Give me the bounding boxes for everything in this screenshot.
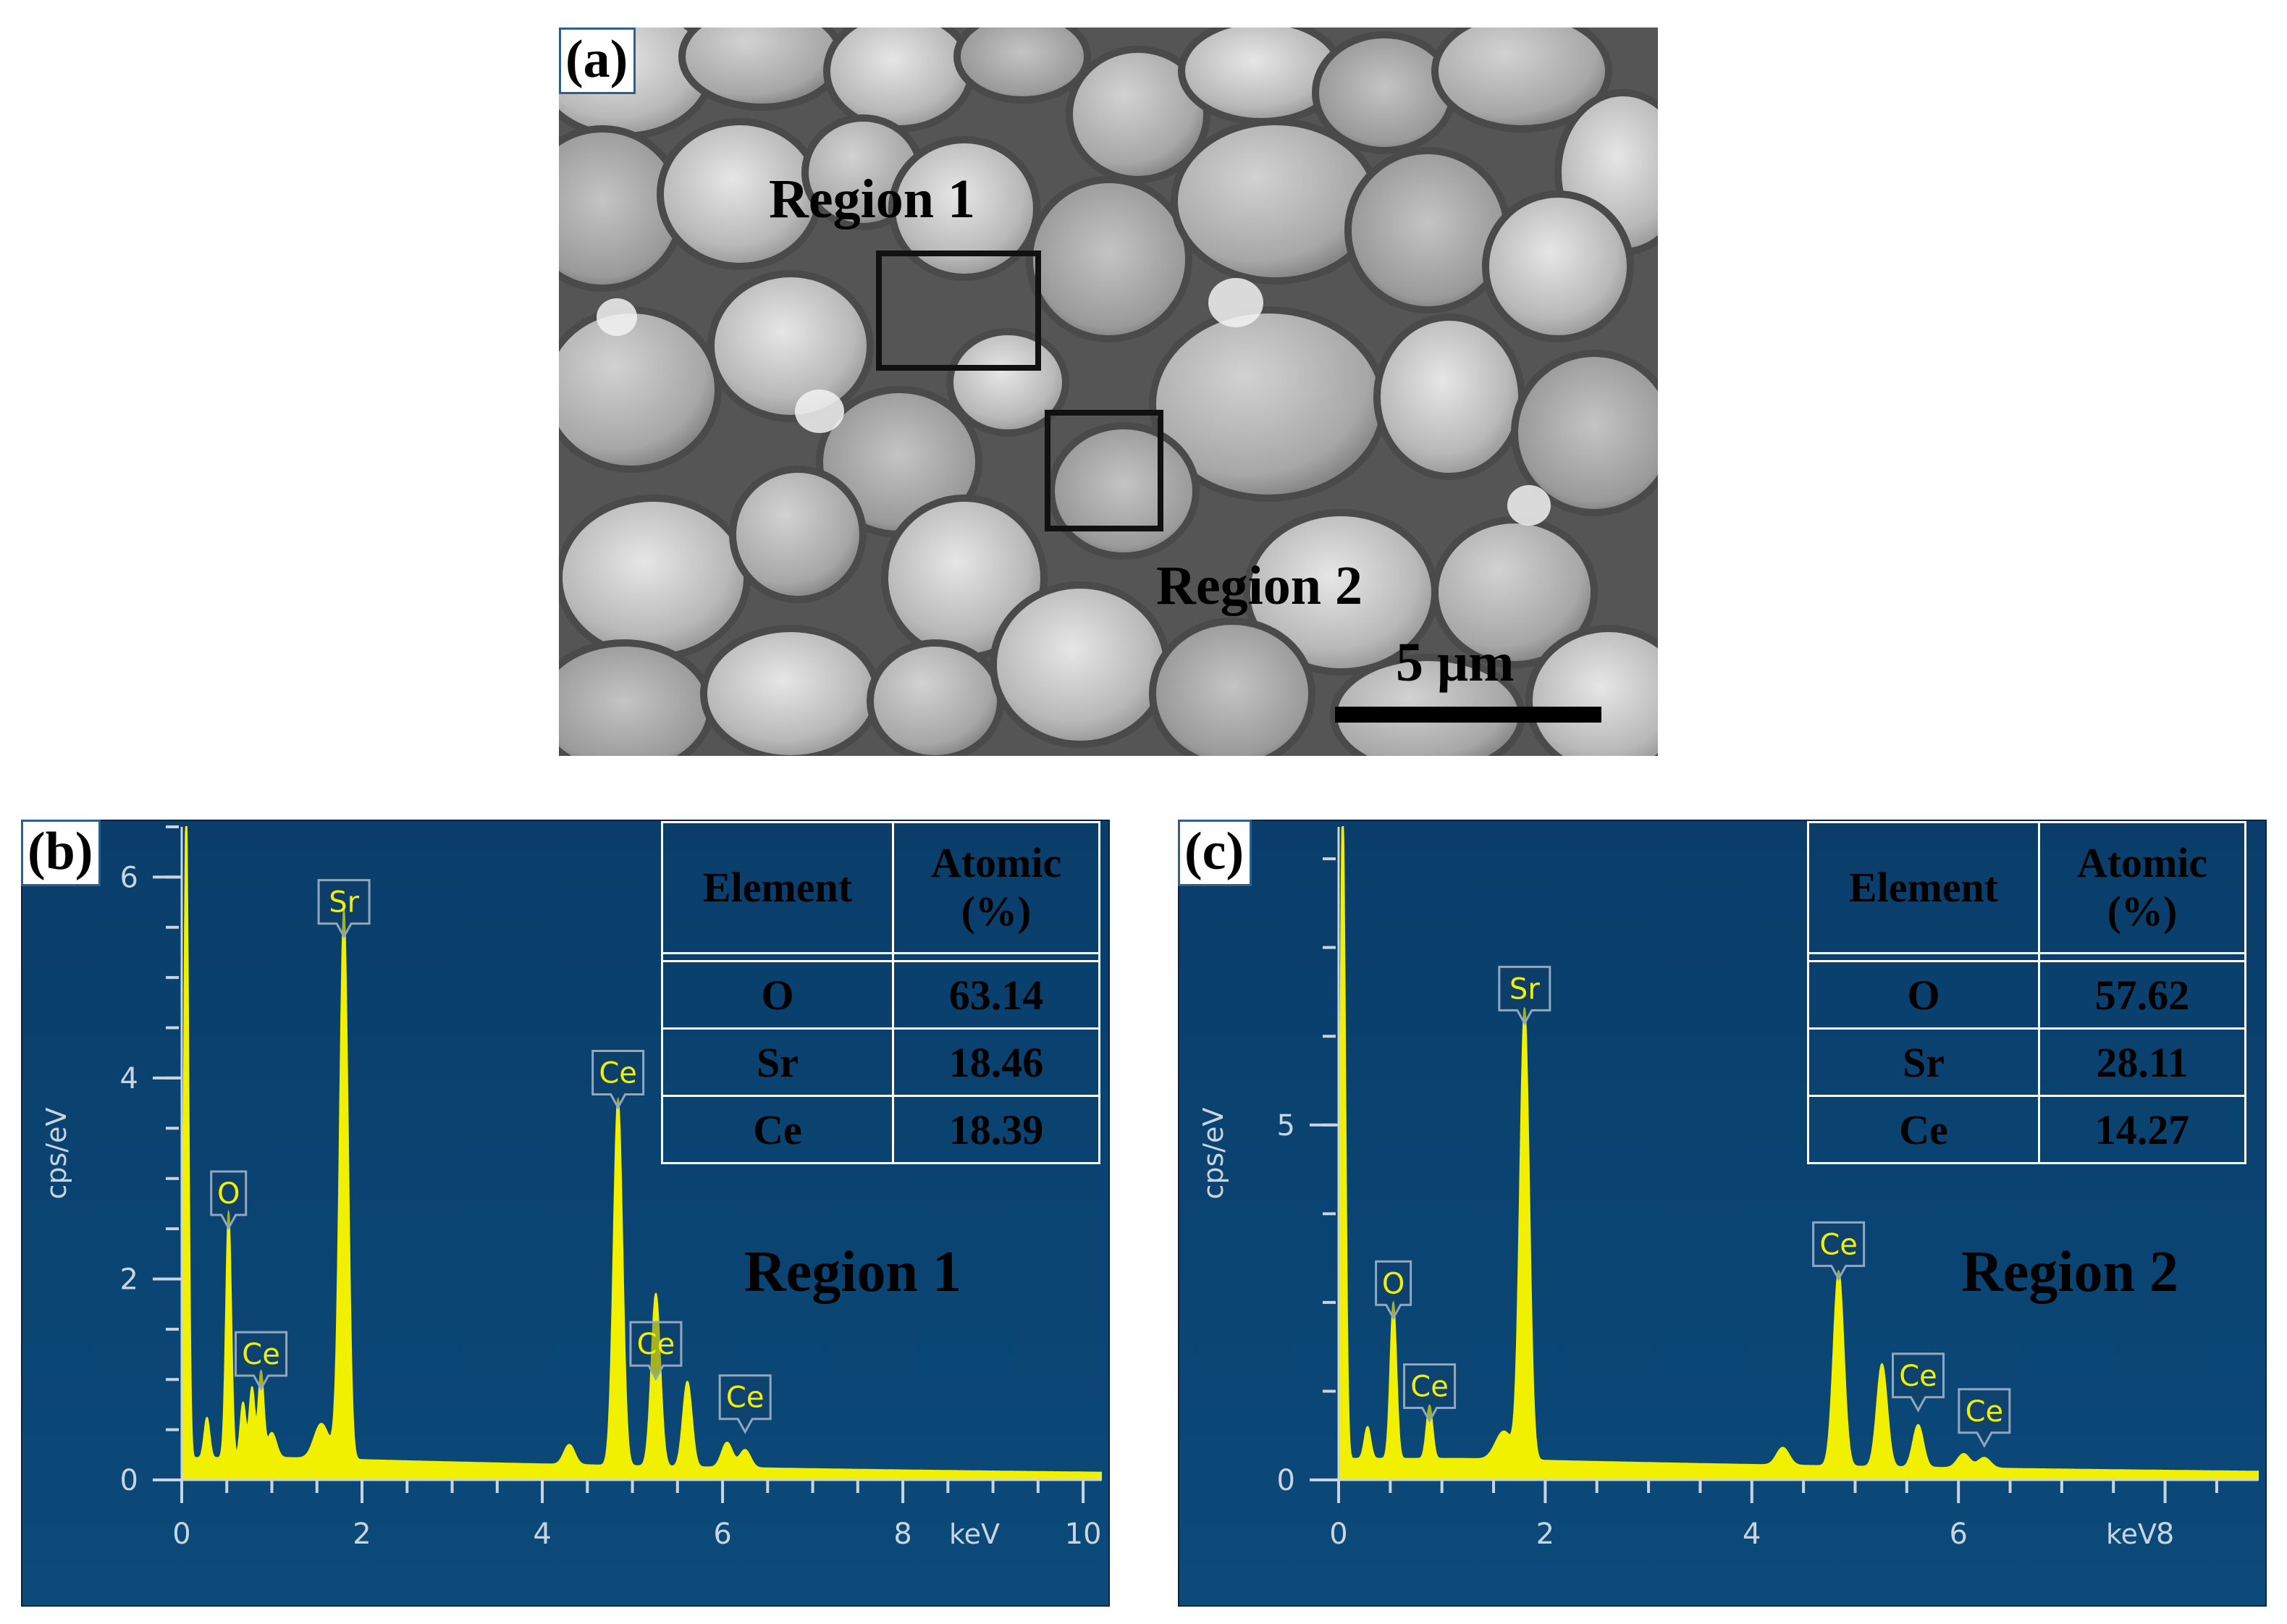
x-tick-label: 4: [533, 1518, 551, 1551]
peak-label-ce: Ce: [599, 1056, 637, 1090]
peak-label-box: [1375, 1260, 1412, 1321]
y-axis-label: cps/eV: [1197, 1108, 1229, 1200]
region-1-box: [876, 251, 1041, 371]
scale-bar-label: 5 μm: [1396, 632, 1515, 693]
peak-label-box: [210, 1170, 248, 1231]
peak-label-box: [1892, 1352, 1945, 1413]
spectrum-series: [181, 826, 1102, 1481]
atomic-composition-table-region-2: Element Atomic (%) O 57.62 Sr 28.11 Ce 1…: [1807, 821, 2246, 1164]
peak-label-sr: Sr: [1509, 972, 1540, 1006]
eds-spectrum-region-1: 0 2 4 6 0 2 4 6 8 10 keV cps/eV O Ce Sr Ce Ce Ce Element …: [21, 820, 1110, 1607]
table-cell-atomic: 63.14: [892, 960, 1100, 1030]
y-tick-label: 2: [120, 1263, 138, 1296]
scale-bar: [1335, 707, 1601, 723]
table-cell-atomic: 57.62: [2038, 960, 2246, 1030]
peak-label-ce: Ce: [726, 1381, 765, 1415]
y-tick-label: 0: [120, 1464, 138, 1497]
peak-label-ce: Ce: [1819, 1228, 1858, 1261]
table-cell-element: O: [1807, 960, 2040, 1030]
x-tick-label: 8: [893, 1518, 911, 1551]
panel-c-label: (c): [1178, 820, 1252, 886]
y-axis-label: cps/eV: [41, 1108, 72, 1200]
table-cell-element: Sr: [661, 1027, 894, 1097]
x-tick-label: 0: [1329, 1518, 1347, 1551]
atomic-composition-table-region-1: Element Atomic (%) O 63.14 Sr 18.46 Ce 1…: [661, 821, 1100, 1164]
eds-spectrum-region-2: 0 5 0 2 4 6 8 keV cps/eV O Ce Sr Ce Ce Ce Element Atom…: [1178, 820, 2267, 1607]
y-tick-label: 6: [120, 861, 138, 894]
table-header-atomic: Atomic (%): [892, 821, 1100, 954]
spectrum-region-label: Region 1: [744, 1240, 961, 1304]
panel-a-label: (a): [559, 28, 636, 94]
peak-label-box: [1812, 1221, 1866, 1282]
panel-b-label: (b): [21, 820, 101, 886]
table-cell-element: Ce: [661, 1095, 894, 1164]
peak-label-ce: Ce: [1410, 1370, 1449, 1403]
region-1-label: Region 1: [769, 169, 975, 230]
peak-label-box: [317, 879, 371, 939]
peak-label-box: [235, 1331, 288, 1392]
table-cell-element: Ce: [1807, 1095, 2040, 1164]
x-tick-label: 2: [1536, 1518, 1554, 1551]
peak-label-sr: Sr: [329, 886, 359, 920]
y-tick-label: 5: [1277, 1109, 1295, 1143]
region-2-box: [1045, 410, 1163, 531]
table-header-element: Element: [661, 821, 894, 954]
peak-label-o: O: [1382, 1267, 1404, 1300]
y-tick-label: 0: [1277, 1464, 1295, 1497]
y-tick-label: 4: [120, 1062, 138, 1095]
peak-label-box: [1403, 1363, 1457, 1423]
peak-label-ce: Ce: [1966, 1395, 2004, 1429]
peak-label-box: [718, 1374, 772, 1434]
table-header-atomic: Atomic (%): [2038, 821, 2246, 954]
x-tick-label: 4: [1743, 1518, 1761, 1551]
peak-label-ce: Ce: [242, 1338, 280, 1371]
peak-label-box: [1958, 1388, 2011, 1448]
x-tick-label: 10: [1065, 1518, 1102, 1551]
peak-label-box: [629, 1321, 683, 1381]
table-cell-atomic: 28.11: [2038, 1027, 2246, 1097]
region-2-label: Region 2: [1156, 555, 1362, 616]
peak-label-ce: Ce: [1899, 1360, 1937, 1393]
x-axis-label: keV: [2106, 1518, 2157, 1550]
table-cell-atomic: 18.46: [892, 1027, 1100, 1097]
peak-label-o: O: [217, 1177, 240, 1211]
peak-label-ce: Ce: [637, 1328, 675, 1361]
table-cell-element: O: [661, 960, 894, 1030]
x-tick-label: 8: [2156, 1518, 2174, 1551]
x-tick-label: 2: [353, 1518, 371, 1551]
x-tick-label: 6: [713, 1518, 731, 1551]
sem-micrograph: [559, 28, 1658, 756]
x-tick-label: 0: [172, 1518, 190, 1551]
spectrum-region-label: Region 2: [1961, 1240, 2178, 1304]
table-cell-atomic: 18.39: [892, 1095, 1100, 1164]
peak-label-box: [591, 1049, 645, 1110]
x-tick-label: 6: [1949, 1518, 1967, 1551]
table-cell-atomic: 14.27: [2038, 1095, 2246, 1164]
table-header-element: Element: [1807, 821, 2040, 954]
spectrum-series: [1338, 826, 2259, 1481]
peak-label-box: [1498, 965, 1551, 1026]
table-cell-element: Sr: [1807, 1027, 2040, 1097]
x-axis-label: keV: [949, 1518, 1000, 1550]
